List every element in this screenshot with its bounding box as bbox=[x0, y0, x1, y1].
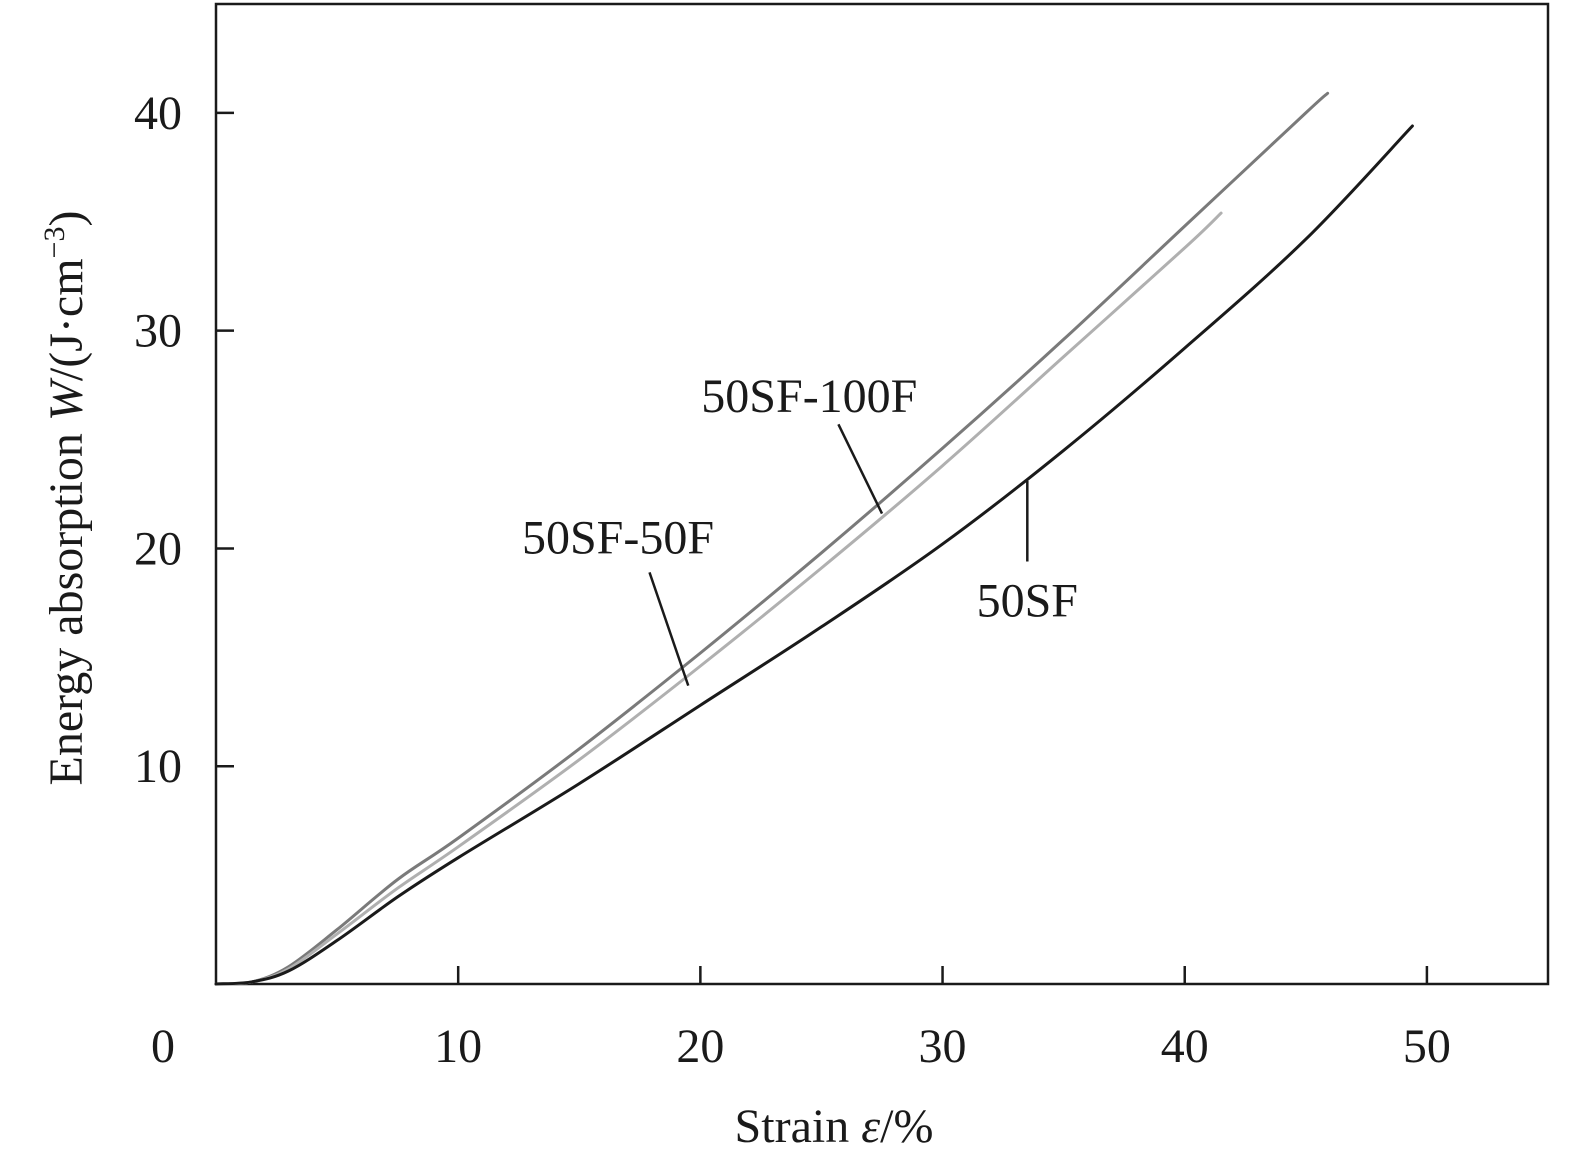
y-axis-label-close: ) bbox=[40, 211, 93, 227]
y-tick-label: 10 bbox=[134, 740, 182, 793]
series-label-50sf: 50SF bbox=[977, 575, 1078, 628]
series-line-50sf-50f bbox=[214, 211, 1223, 986]
ticks-layer: 10 20 30 40 50 10 20 30 40 bbox=[134, 87, 1451, 1073]
series-layer bbox=[214, 91, 1414, 986]
x-axis-label-prefix: Strain bbox=[735, 1100, 862, 1153]
x-tick-label: 50 bbox=[1403, 1020, 1451, 1073]
series-line-50sf bbox=[214, 124, 1414, 986]
y-axis-label-unit: /(J·cm bbox=[40, 258, 93, 381]
x-tick-label: 10 bbox=[434, 1020, 482, 1073]
x-tick-label: 40 bbox=[1161, 1020, 1209, 1073]
origin-tick-label: 0 bbox=[151, 1020, 175, 1073]
x-tick-label: 30 bbox=[919, 1020, 967, 1073]
plot-frame bbox=[214, 2, 1550, 986]
y-tick-label: 20 bbox=[134, 522, 182, 575]
y-axis-label-var: W bbox=[40, 377, 93, 421]
leader-line-50sf-50f bbox=[648, 571, 690, 687]
y-axis-label: Energy absorption W/(J·cm−3) bbox=[38, 211, 93, 786]
y-axis-label-prefix: Energy absorption bbox=[40, 421, 93, 785]
x-tick-label: 20 bbox=[676, 1020, 724, 1073]
y-axis-label-exponent: −3 bbox=[38, 227, 71, 259]
series-label-50sf-50f: 50SF-50F bbox=[522, 512, 714, 565]
series-label-50sf-100f: 50SF-100F bbox=[701, 370, 917, 423]
x-axis-label-suffix: /% bbox=[880, 1100, 933, 1153]
y-tick-label: 40 bbox=[134, 87, 182, 140]
plot-area: 10 20 30 40 50 10 20 30 40 50SF-100F 50SF-50F 50SF bbox=[134, 2, 1550, 1073]
annotations-layer: 50SF-100F 50SF-50F 50SF bbox=[522, 370, 1078, 687]
series-line-50sf-100f bbox=[214, 91, 1330, 986]
leader-line-50sf-100f bbox=[837, 423, 884, 515]
y-tick-label: 30 bbox=[134, 305, 182, 358]
x-axis-label: Strain ε/% bbox=[735, 1100, 934, 1153]
x-axis-label-var: ε bbox=[861, 1100, 880, 1153]
